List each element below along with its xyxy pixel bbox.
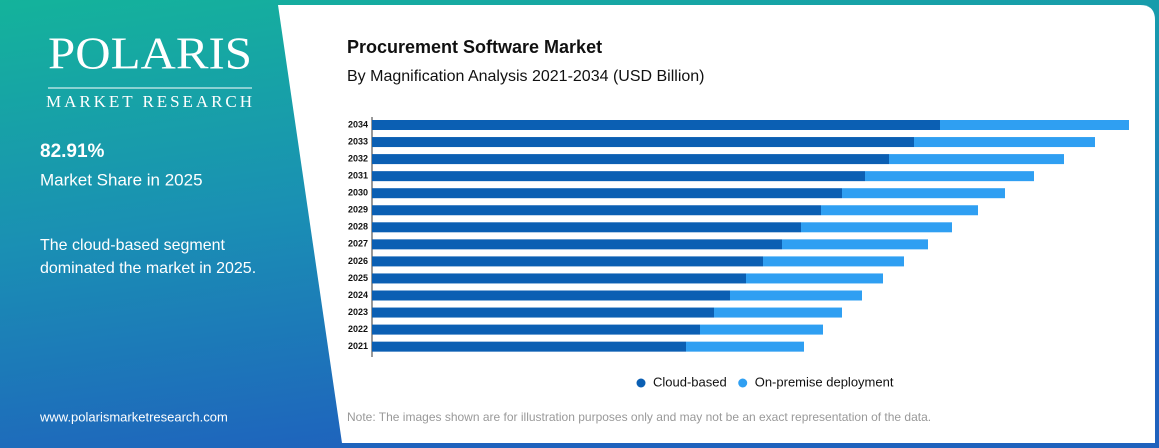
- bar-segment: [372, 307, 714, 318]
- insight-line: dominated the market in 2025.: [40, 260, 256, 277]
- bar-segment: [372, 205, 821, 216]
- bar-segment: [889, 154, 1064, 165]
- bar-segment: [372, 171, 865, 182]
- bar-segment: [372, 239, 782, 250]
- bar-segment: [686, 341, 804, 352]
- note: Note: The images shown are for illustrat…: [347, 410, 931, 424]
- bar-segment: [842, 188, 1005, 199]
- y-tick-label: 2029: [348, 205, 368, 215]
- bar-segment: [714, 307, 842, 318]
- y-tick-label: 2024: [348, 290, 368, 300]
- y-tick-label: 2027: [348, 239, 368, 249]
- bar-segment: [372, 341, 686, 352]
- bar-segment: [372, 137, 914, 148]
- y-tick-label: 2025: [348, 273, 368, 283]
- y-tick-label: 2034: [348, 119, 368, 129]
- bar-segment: [372, 256, 763, 267]
- bar-segment: [801, 222, 952, 233]
- website: www.polarismarketresearch.com: [39, 409, 228, 424]
- y-tick-label: 2021: [348, 341, 368, 351]
- y-tick-label: 2030: [348, 188, 368, 198]
- highlight-label: Market Share in 2025: [40, 170, 203, 189]
- bar-segment: [372, 324, 700, 335]
- y-tick-label: 2022: [348, 324, 368, 334]
- y-tick-label: 2028: [348, 222, 368, 232]
- bar-segment: [372, 188, 842, 199]
- legend-marker: [636, 378, 646, 388]
- y-tick-label: 2031: [348, 171, 368, 181]
- bar-segment: [372, 273, 746, 284]
- bar-segment: [821, 205, 978, 216]
- brand-name: POLARIS: [48, 28, 252, 79]
- brand-tagline: MARKET RESEARCH: [46, 92, 252, 111]
- bar-segment: [763, 256, 904, 267]
- bar-segment: [372, 120, 940, 130]
- bar-segment: [782, 239, 928, 250]
- chart-subtitle: By Magnification Analysis 2021-2034 (USD…: [347, 68, 705, 85]
- bar-segment: [730, 290, 862, 301]
- y-tick-label: 2033: [348, 136, 368, 146]
- bar-segment: [746, 273, 883, 284]
- bar-segment: [700, 324, 823, 335]
- y-tick-label: 2026: [348, 256, 368, 266]
- bar-segment: [372, 290, 730, 301]
- bar-segment: [865, 171, 1034, 182]
- legend-label: Cloud-based: [653, 374, 727, 389]
- chart-title: Procurement Software Market: [347, 37, 602, 57]
- insight-line: The cloud-based segment: [40, 237, 226, 254]
- bar-segment: [914, 137, 1095, 148]
- bar-segment: [940, 120, 1129, 130]
- y-tick-label: 2032: [348, 153, 368, 163]
- bar-segment: [372, 154, 889, 165]
- y-tick-label: 2023: [348, 307, 368, 317]
- legend-marker: [738, 378, 748, 388]
- legend-label: On-premise deployment: [755, 374, 894, 389]
- bar-segment: [372, 222, 801, 233]
- highlight-value: 82.91%: [40, 141, 105, 162]
